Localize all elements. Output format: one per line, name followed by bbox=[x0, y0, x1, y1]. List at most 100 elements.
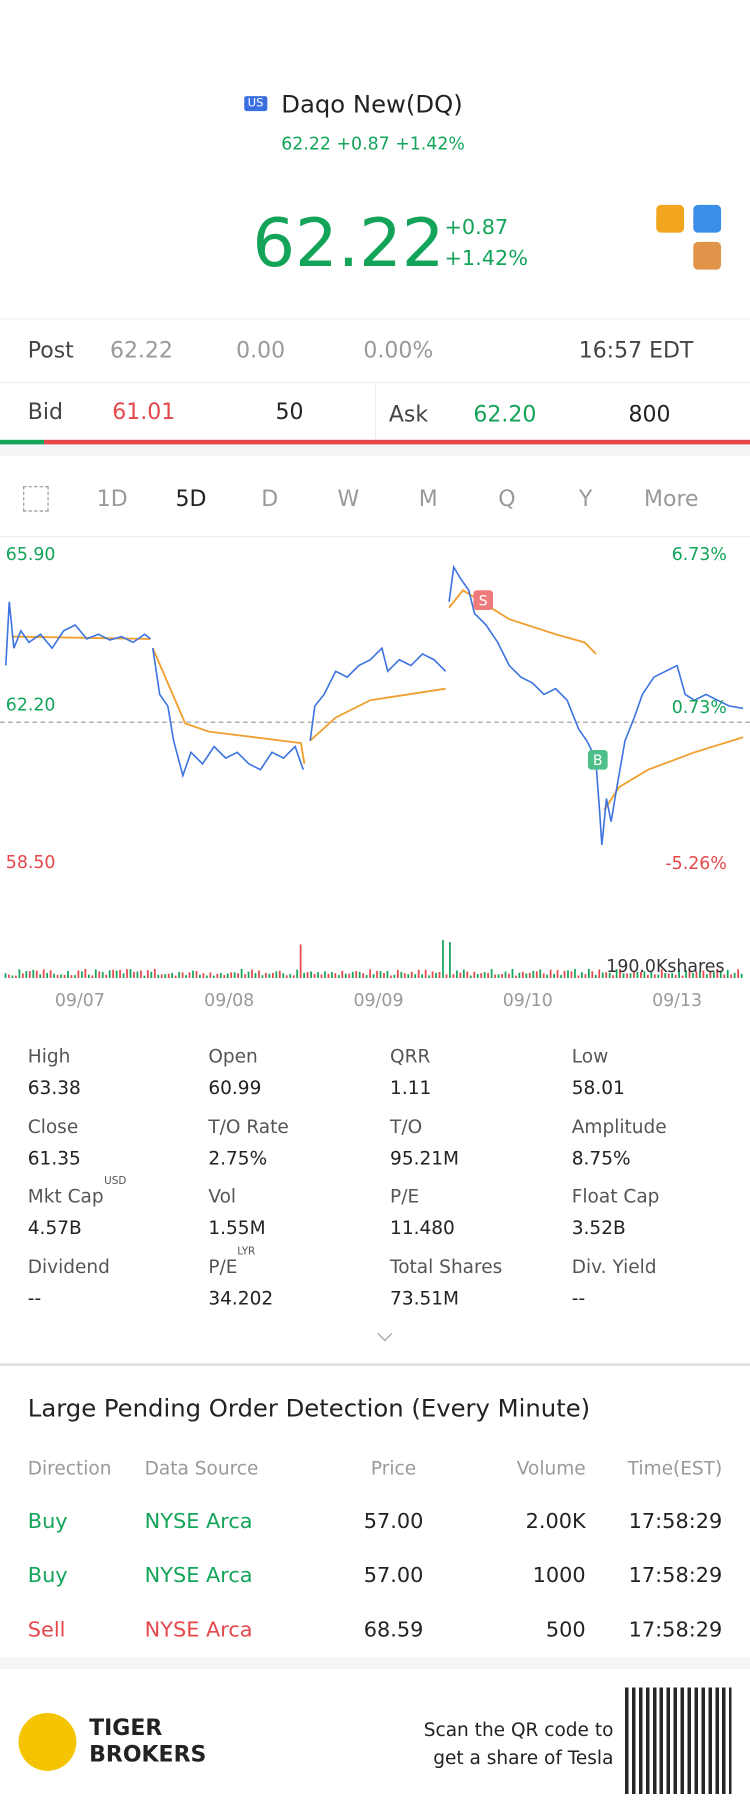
volume-bar bbox=[494, 974, 496, 979]
buy-marker: B bbox=[593, 753, 603, 769]
cta-line2: get a share of Tesla bbox=[433, 1746, 614, 1769]
volume-bar bbox=[702, 970, 705, 979]
axis-low: 58.50 bbox=[6, 853, 56, 873]
tab[interactable]: M bbox=[418, 486, 438, 512]
tab[interactable]: W bbox=[337, 486, 360, 512]
volume-bar bbox=[608, 972, 611, 979]
stat-value: -- bbox=[27, 1286, 42, 1309]
volume-bar bbox=[605, 972, 608, 979]
qr-code[interactable] bbox=[625, 1687, 732, 1794]
post-time[interactable]: 16:57 EDT bbox=[578, 337, 694, 364]
icon-flash[interactable] bbox=[693, 204, 722, 233]
volume-bar bbox=[105, 974, 108, 979]
stat-label: Mkt Cap bbox=[27, 1185, 104, 1208]
volume-bar bbox=[244, 974, 246, 979]
volume-bar bbox=[414, 974, 417, 979]
volume-bar bbox=[153, 968, 156, 979]
order-cell: 17:58:29 bbox=[628, 1509, 723, 1534]
market-badge: US bbox=[244, 96, 267, 112]
volume-bar bbox=[633, 971, 635, 979]
stat-value: 58.01 bbox=[571, 1076, 625, 1099]
volume-bar bbox=[688, 969, 691, 979]
volume-bar bbox=[574, 968, 576, 979]
volume-bar bbox=[87, 974, 90, 979]
volume-bar bbox=[515, 975, 517, 979]
volume-bar bbox=[403, 973, 406, 979]
tab[interactable]: 5D bbox=[175, 486, 207, 512]
volume-bar bbox=[549, 969, 552, 979]
volume-bar bbox=[202, 973, 205, 979]
post-change: 0.00 bbox=[236, 337, 286, 364]
volume-bar bbox=[56, 974, 59, 979]
stat-label: P/E bbox=[208, 1255, 238, 1278]
volume-bar bbox=[271, 972, 274, 979]
volume-bar bbox=[400, 971, 403, 979]
volume-bar bbox=[442, 940, 444, 979]
column-header: Volume bbox=[516, 1457, 586, 1480]
layout-icon[interactable] bbox=[23, 486, 49, 512]
volume-bar bbox=[706, 974, 708, 979]
volume-bar bbox=[32, 969, 35, 979]
volume-bar bbox=[164, 974, 167, 979]
tab[interactable]: More bbox=[644, 486, 699, 512]
volume-bar bbox=[108, 970, 111, 979]
price-line bbox=[4, 564, 744, 845]
icon-dollar[interactable] bbox=[656, 204, 685, 233]
gap bbox=[0, 1657, 750, 1669]
volume-bar bbox=[42, 969, 45, 979]
tab[interactable]: Q bbox=[498, 486, 516, 512]
tab[interactable]: Y bbox=[578, 486, 593, 512]
volume-bar bbox=[643, 971, 646, 979]
volume-bar bbox=[542, 973, 545, 979]
volume-bar bbox=[445, 974, 448, 979]
volume-bar bbox=[386, 970, 389, 979]
volume-bar bbox=[230, 972, 233, 979]
tiger-logo bbox=[18, 1712, 77, 1771]
axis-mid: 62.20 bbox=[6, 696, 56, 716]
volume-bar bbox=[501, 974, 503, 979]
volume-bar bbox=[581, 972, 583, 979]
column-header: Price bbox=[370, 1457, 417, 1480]
sell-marker: S bbox=[479, 593, 488, 609]
volume-bar bbox=[539, 969, 542, 979]
volume-bar bbox=[327, 973, 330, 979]
volume-bar bbox=[730, 974, 733, 979]
volume-bar bbox=[101, 971, 104, 979]
volume-bar bbox=[737, 969, 740, 979]
axis-high-pct: 6.73% bbox=[672, 545, 727, 565]
tab[interactable]: 1D bbox=[96, 486, 128, 512]
volume-bar bbox=[438, 972, 441, 979]
date-label: 09/07 bbox=[54, 989, 105, 1011]
volume-bar bbox=[140, 970, 142, 979]
icon-stack[interactable] bbox=[693, 241, 722, 270]
volume-bar bbox=[306, 972, 309, 979]
volume-label: 190.0Kshares bbox=[606, 957, 724, 977]
bid-label: Bid bbox=[27, 399, 63, 425]
volume-bar bbox=[431, 971, 434, 979]
volume-bar bbox=[476, 974, 479, 979]
stat-label: Float Cap bbox=[571, 1185, 660, 1208]
order-cell: NYSE Arca bbox=[144, 1563, 253, 1588]
volume-bar bbox=[681, 975, 684, 979]
volume-bar bbox=[410, 971, 413, 979]
volume-bar bbox=[251, 969, 253, 979]
bid-bar bbox=[0, 439, 44, 445]
gap bbox=[0, 444, 750, 457]
volume-bar bbox=[615, 969, 618, 979]
volume-bar bbox=[94, 969, 97, 979]
expand-icon[interactable] bbox=[377, 1326, 393, 1342]
volume-bar bbox=[219, 972, 222, 979]
stat-value: 73.51M bbox=[390, 1286, 460, 1309]
volume-bar bbox=[379, 971, 382, 979]
volume-bar bbox=[240, 968, 243, 979]
volume-bar bbox=[636, 971, 639, 979]
tab[interactable]: D bbox=[261, 486, 279, 512]
volume-bar bbox=[292, 975, 295, 979]
order-cell: 68.59 bbox=[363, 1618, 424, 1643]
volume-bar bbox=[396, 969, 399, 979]
volume-bar bbox=[84, 968, 87, 979]
volume-bar bbox=[469, 975, 472, 979]
volume-bar bbox=[473, 971, 476, 979]
volume-bar bbox=[612, 975, 615, 979]
